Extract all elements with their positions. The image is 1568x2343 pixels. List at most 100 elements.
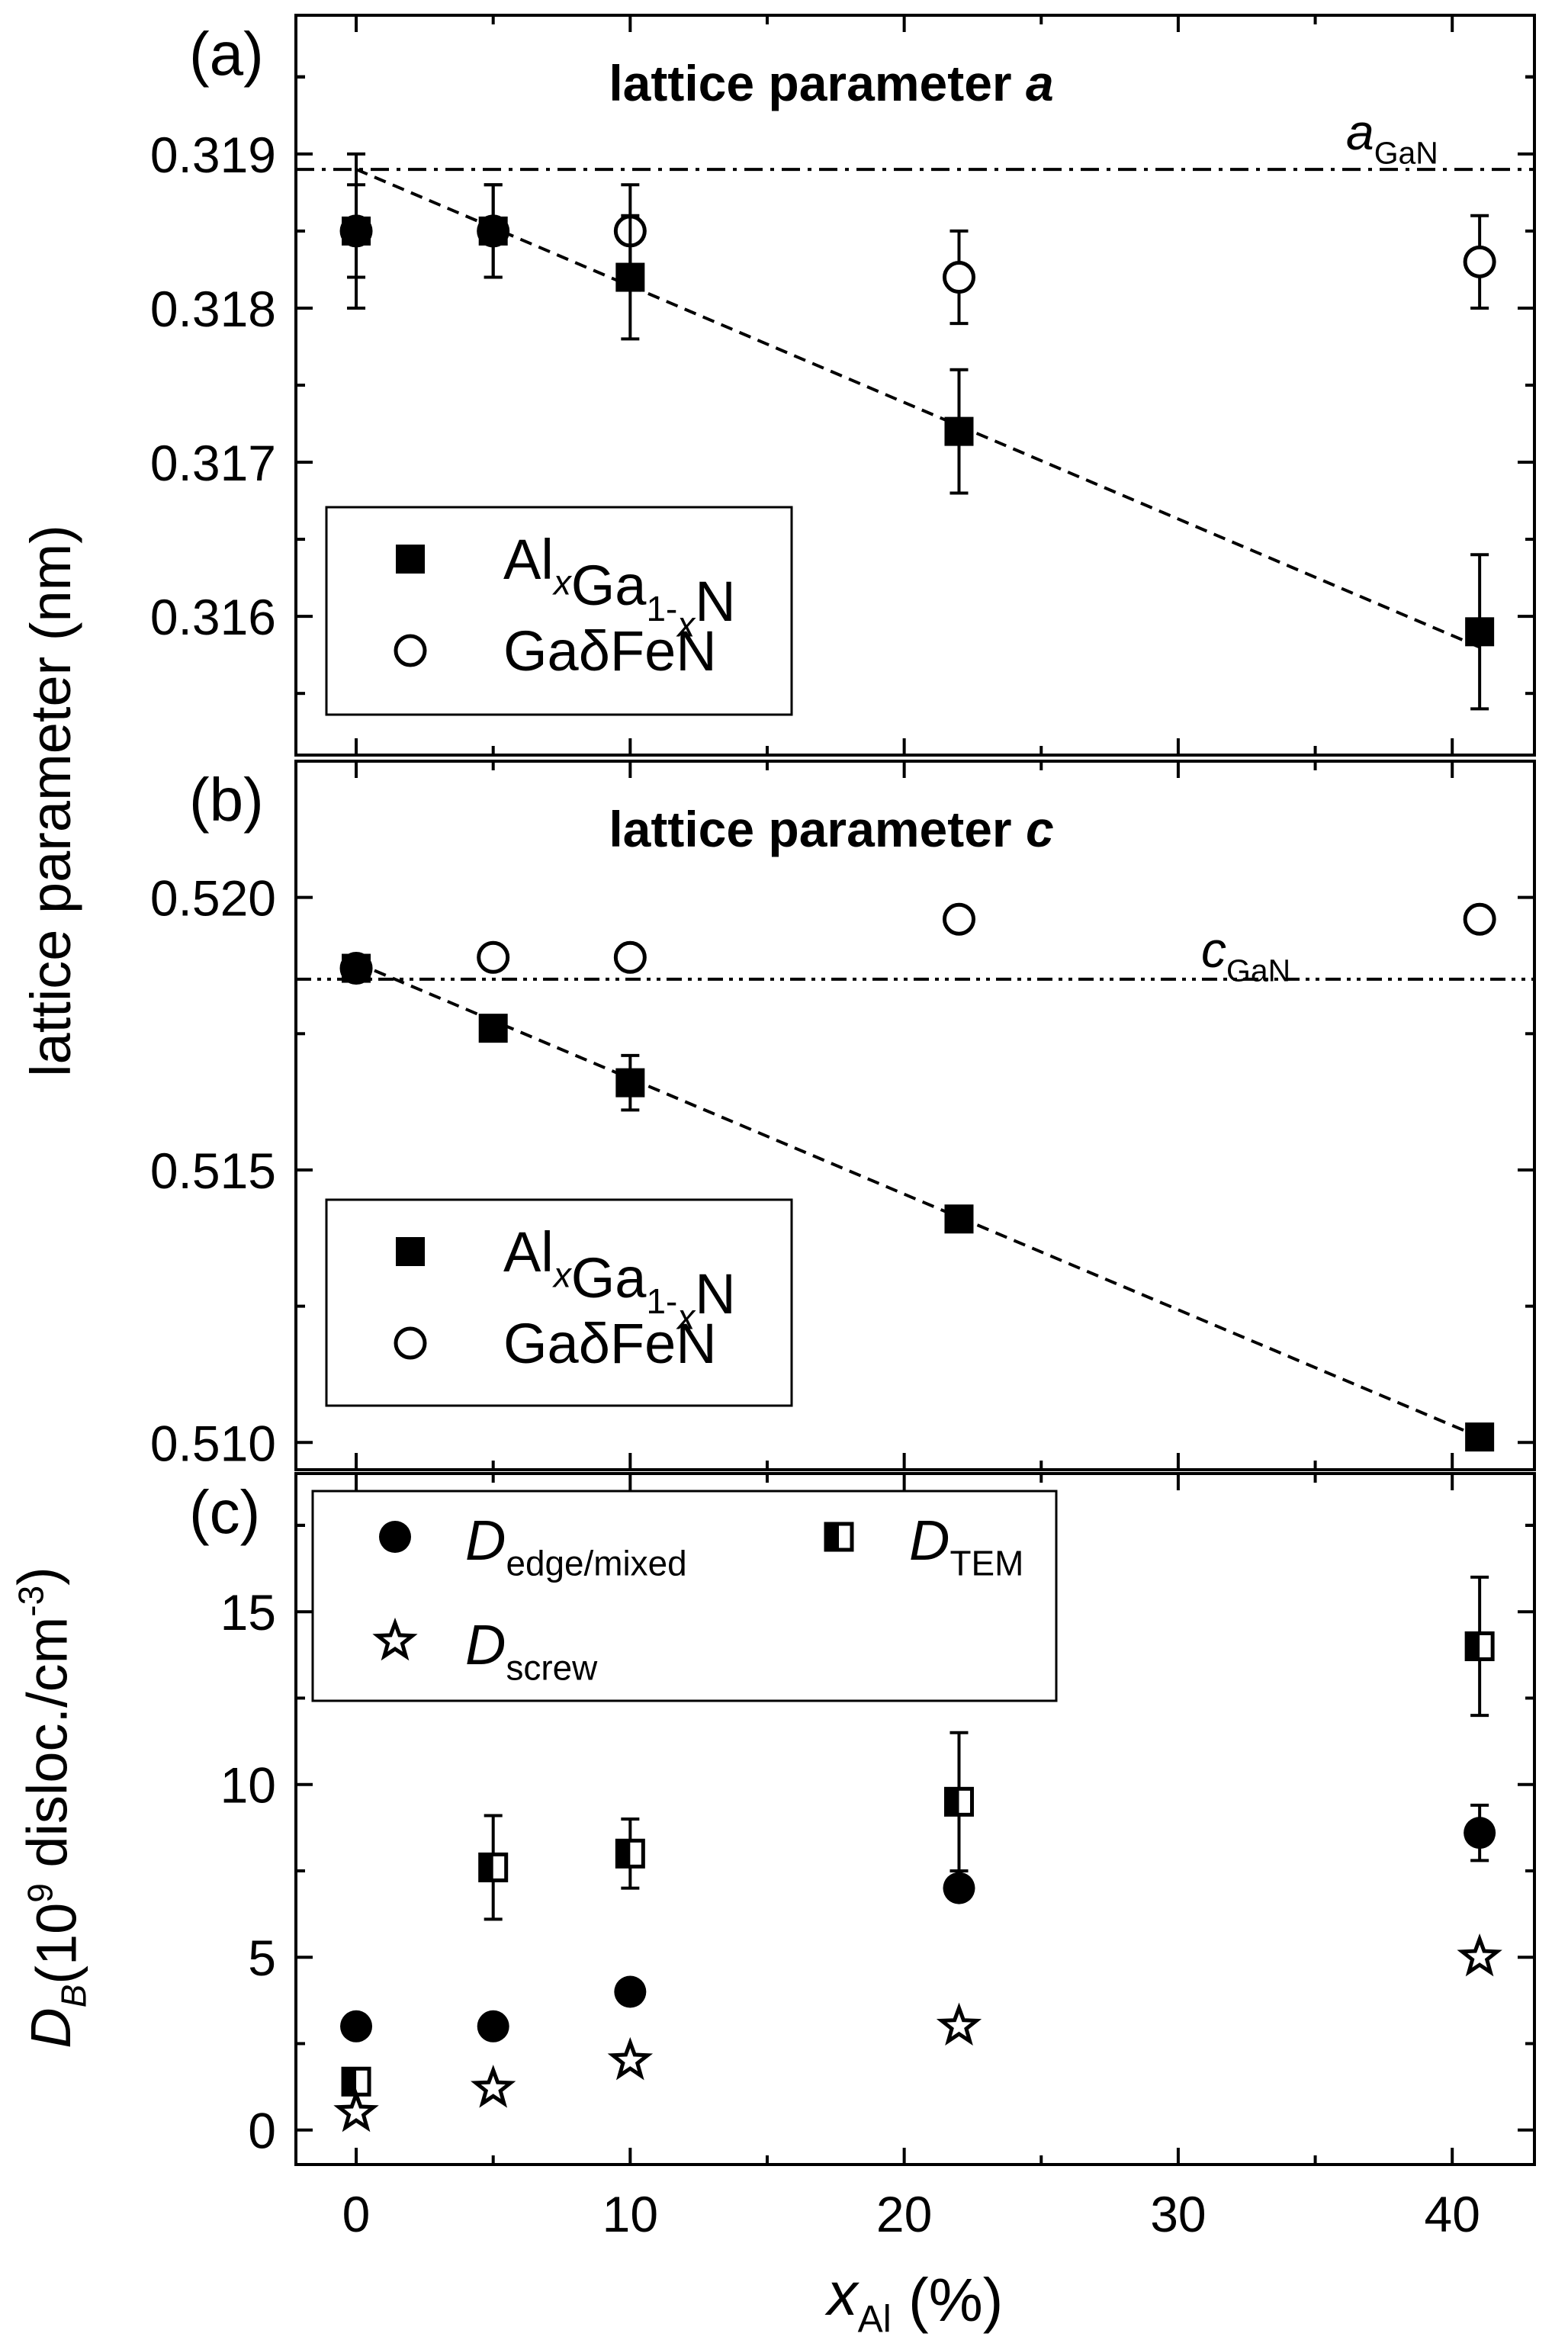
- x-tick-label: 10: [602, 2186, 658, 2242]
- data-point: [1457, 1933, 1502, 1977]
- x-axis-title: xAl (%): [824, 2260, 1004, 2340]
- y-tick-label: 10: [220, 1757, 276, 1814]
- series-0: [340, 1803, 1496, 2042]
- x-axis-title-part: (%): [892, 2266, 1004, 2334]
- panel-label-part: (c): [189, 1478, 260, 1546]
- legend-label-part: D: [909, 1509, 949, 1572]
- y-tick-label-part: 0.317: [150, 435, 276, 491]
- panel-title-part: a: [1026, 55, 1054, 111]
- data-point: [342, 216, 371, 246]
- y-tick-label: 0.515: [150, 1143, 276, 1199]
- legend-marker: [396, 1237, 425, 1266]
- data-point: [477, 940, 510, 974]
- data-point: [1463, 245, 1496, 278]
- x-tick-label-part: 10: [602, 2186, 658, 2242]
- data-point-half: [617, 1840, 631, 1867]
- y-tick-label-part: 15: [220, 1584, 276, 1641]
- x-tick-label-part: 20: [876, 2186, 932, 2242]
- legend-label-part: Ga: [571, 554, 647, 617]
- data-point: [943, 1872, 975, 1904]
- legend-label: GaδFeN: [503, 619, 717, 683]
- data-point: [478, 216, 508, 246]
- legend-label-part: edge/mixed: [506, 1544, 686, 1583]
- data-point: [342, 953, 371, 983]
- legend-marker: [396, 545, 425, 574]
- panel-title-part: lattice parameter: [609, 55, 1026, 111]
- data-point-half: [1467, 1633, 1480, 1660]
- legend-label-part: Al: [503, 1220, 554, 1284]
- data-point: [615, 262, 645, 292]
- panel-title-part: c: [1026, 801, 1054, 857]
- series-1: [339, 902, 1496, 985]
- data-point: [1464, 1817, 1496, 1850]
- panel-title: lattice parameter a: [609, 55, 1053, 111]
- y-tick-label: 0.319: [150, 127, 276, 183]
- legend-label-part: N: [695, 570, 735, 633]
- y-tick-label: 0.316: [150, 589, 276, 645]
- legend-label-part: Ga: [571, 1246, 647, 1310]
- legend-marker: [394, 1326, 427, 1360]
- data-point: [477, 2010, 509, 2042]
- data-point: [944, 1204, 974, 1234]
- data-point: [613, 940, 647, 974]
- legend-label-part: GaδFeN: [503, 1312, 717, 1375]
- y-axis-title-c-part: (10: [24, 1903, 88, 1985]
- y-tick-label: 0.317: [150, 435, 276, 491]
- data-point: [607, 2036, 654, 2081]
- x-tick-label-part: 0: [342, 2186, 371, 2242]
- panel-label-part: (b): [189, 766, 264, 834]
- trend-line: [355, 168, 1480, 649]
- y-tick-label-part: 10: [220, 1757, 276, 1814]
- x-tick-label: 40: [1425, 2186, 1480, 2242]
- data-point-half: [480, 1854, 493, 1881]
- reference-label: cGaN: [1201, 921, 1290, 988]
- series-2: [333, 1933, 1502, 2132]
- data-point: [614, 1975, 647, 2008]
- y-tick-label-part: 0.316: [150, 589, 276, 645]
- data-point: [478, 1014, 508, 1043]
- data-point: [1463, 902, 1496, 936]
- panel-title: lattice parameter c: [609, 801, 1053, 857]
- x-tick-label: 20: [876, 2186, 932, 2242]
- y-axis-title-c-part: 9: [20, 1883, 59, 1903]
- y-tick-label-part: 0.515: [150, 1143, 276, 1199]
- legend-box: [325, 506, 793, 716]
- legend-label-part: TEM: [949, 1544, 1023, 1583]
- legend-label: Dedge/mixed: [465, 1509, 687, 1583]
- x-tick-label: 0: [342, 2186, 371, 2242]
- legend-marker: [372, 1617, 418, 1661]
- y-axis-title-c-part: disloc./cm: [16, 1617, 79, 1884]
- legend-label: Dscrew: [465, 1613, 598, 1688]
- reference-label-part: c: [1201, 921, 1226, 978]
- trend-line: [355, 961, 1480, 1438]
- data-point: [615, 1068, 645, 1098]
- data-point: [1465, 1422, 1495, 1452]
- y-tick-label-part: 0.520: [150, 870, 276, 927]
- panel-label: (c): [189, 1478, 260, 1546]
- y-tick-label: 0.520: [150, 870, 276, 927]
- x-tick-label: 30: [1150, 2186, 1206, 2242]
- series-1: [341, 1575, 1495, 2097]
- y-tick-label-part: 0.510: [150, 1415, 276, 1471]
- legend-label-part: x: [676, 1297, 696, 1336]
- legend-label-part: x: [552, 1255, 573, 1295]
- data-point-half: [343, 2068, 357, 2095]
- series-0: [342, 953, 1495, 1452]
- legend-label-part: D: [465, 1509, 506, 1572]
- reference-label-part: GaN: [1374, 136, 1438, 171]
- panel-a: 0.316 0.317 0.318 0.319 (a) lattice parameter…: [150, 14, 1536, 757]
- legend-label-part: 1-: [646, 1281, 677, 1321]
- legend-box: [325, 1198, 793, 1407]
- legend-label: AlxGa1-xN: [503, 528, 736, 644]
- data-point: [1465, 617, 1495, 647]
- reference-label-part: a: [1346, 104, 1374, 160]
- legend-label: GaδFeN: [503, 1312, 717, 1375]
- data-point: [942, 902, 975, 936]
- legend-label: AlxGa1-xN: [503, 1220, 736, 1336]
- y-axis-title-c-part: B: [54, 1985, 94, 2008]
- data-point: [340, 2010, 373, 2042]
